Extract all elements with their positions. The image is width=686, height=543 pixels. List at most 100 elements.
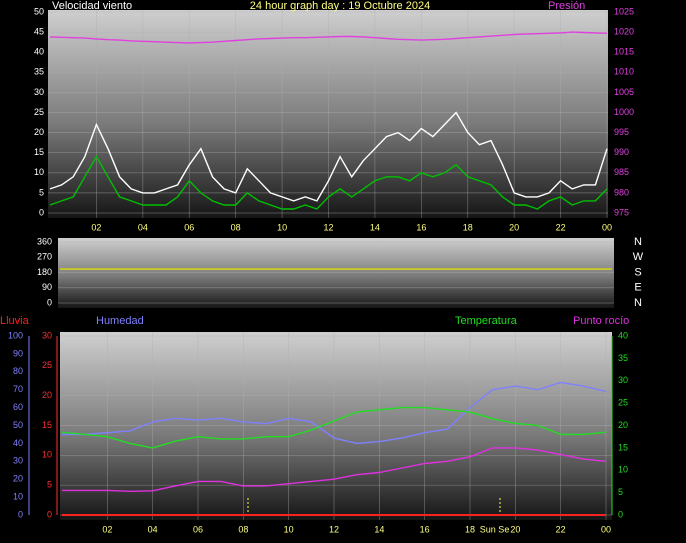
- y2-tick-label: E: [634, 282, 641, 294]
- x-tick-label: 14: [370, 222, 380, 232]
- y-tick-label: 30: [34, 87, 44, 97]
- chart-title: 24 hour graph day : 19 Octubre 2024: [250, 0, 430, 12]
- x-tick-label: 10: [277, 222, 287, 232]
- series-line: [62, 447, 607, 493]
- x-tick-label: 02: [91, 222, 101, 232]
- x-tick-label: 22: [556, 524, 566, 534]
- series-label: Punto rocío: [573, 315, 629, 327]
- y2-tick-label: 35: [618, 353, 628, 363]
- y2-tick-label: 1020: [614, 26, 634, 36]
- y2-tick-label: 5: [618, 487, 623, 497]
- y2-tick-label: N: [634, 236, 642, 248]
- y-tick-label: 90: [42, 282, 52, 292]
- x-tick-label: 06: [193, 524, 203, 534]
- x-tick-label: 04: [138, 222, 148, 232]
- series-label: Lluvia: [0, 315, 30, 327]
- y2-tick-label: 1015: [614, 47, 634, 57]
- plot-background: [48, 10, 608, 218]
- x-tick-label: 20: [510, 524, 520, 534]
- y-tick-label: 35: [34, 67, 44, 77]
- x-tick-label: 02: [102, 524, 112, 534]
- y-tick-label: 15: [42, 420, 52, 430]
- y2-tick-label: 20: [618, 420, 628, 430]
- y-axis-label: Velocidad viento: [52, 0, 132, 12]
- y-tick-label: 45: [34, 26, 44, 36]
- plot-background: [60, 332, 612, 520]
- y-tick-label: 0: [47, 297, 52, 307]
- y3-tick-label: 60: [13, 402, 23, 412]
- series-label: Temperatura: [455, 315, 518, 327]
- x-tick-label: 18: [463, 222, 473, 232]
- y3-tick-label: 80: [13, 366, 23, 376]
- x-tick-label: 04: [148, 524, 158, 534]
- series-line: [61, 406, 607, 449]
- y2-tick-label: 40: [618, 330, 628, 340]
- x-tick-label: 18: [465, 524, 475, 534]
- y-tick-label: 10: [34, 167, 44, 177]
- y2-tick-label: N: [634, 297, 642, 309]
- series-label: Humedad: [96, 315, 144, 327]
- annotation: Sun Se: [480, 524, 510, 534]
- y2-tick-label: 30: [618, 375, 628, 385]
- y-tick-label: 40: [34, 47, 44, 57]
- y-tick-label: 270: [37, 252, 52, 262]
- y3-tick-label: 70: [13, 384, 23, 394]
- y3-tick-label: 40: [13, 438, 23, 448]
- y-tick-label: 50: [34, 6, 44, 16]
- y3-tick-label: 20: [13, 474, 23, 484]
- y2-tick-label: 15: [618, 442, 628, 452]
- y2-tick-label: 985: [614, 167, 629, 177]
- x-tick-label: 00: [601, 524, 611, 534]
- series-line: [49, 155, 608, 210]
- series-line: [49, 31, 608, 44]
- y2-tick-label: 1025: [614, 6, 634, 16]
- y-tick-label: 5: [47, 480, 52, 490]
- y-tick-label: 30: [42, 330, 52, 340]
- y3-tick-label: 90: [13, 348, 23, 358]
- y3-tick-label: 50: [13, 420, 23, 430]
- y2-tick-label: 0: [618, 509, 623, 519]
- y2-tick-label: 1005: [614, 87, 634, 97]
- y2-tick-label: 990: [614, 147, 629, 157]
- x-tick-label: 20: [509, 222, 519, 232]
- y-tick-label: 5: [39, 187, 44, 197]
- y-tick-label: 180: [37, 267, 52, 277]
- y3-tick-label: 0: [18, 509, 23, 519]
- y3-tick-label: 30: [13, 456, 23, 466]
- x-tick-label: 12: [329, 524, 339, 534]
- y-tick-label: 25: [34, 107, 44, 117]
- y3-tick-label: 10: [13, 491, 23, 501]
- x-tick-label: 08: [231, 222, 241, 232]
- y2-tick-label: 1010: [614, 67, 634, 77]
- x-tick-label: 06: [184, 222, 194, 232]
- y2-tick-label: W: [633, 251, 644, 263]
- y2-tick-label: 975: [614, 207, 629, 217]
- x-tick-label: 10: [284, 524, 294, 534]
- x-tick-label: 12: [323, 222, 333, 232]
- y-tick-label: 25: [42, 360, 52, 370]
- x-tick-label: 14: [374, 524, 384, 534]
- y3-tick-label: 100: [8, 330, 23, 340]
- x-tick-label: 08: [238, 524, 248, 534]
- series-label: Presión: [548, 0, 585, 12]
- series-line: [62, 381, 607, 445]
- y-tick-label: 360: [37, 236, 52, 246]
- x-tick-label: 16: [420, 524, 430, 534]
- plot-background: [58, 238, 614, 308]
- x-tick-label: 00: [602, 222, 612, 232]
- y-tick-label: 0: [39, 207, 44, 217]
- y-tick-label: 20: [34, 127, 44, 137]
- y-tick-label: 15: [34, 147, 44, 157]
- y-tick-label: 0: [47, 509, 52, 519]
- y2-tick-label: S: [634, 266, 641, 278]
- x-tick-label: 16: [416, 222, 426, 232]
- y-tick-label: 10: [42, 450, 52, 460]
- y2-tick-label: 1000: [614, 107, 634, 117]
- y2-tick-label: 980: [614, 187, 629, 197]
- y-tick-label: 20: [42, 390, 52, 400]
- y2-tick-label: 25: [618, 398, 628, 408]
- y2-tick-label: 10: [618, 465, 628, 475]
- x-tick-label: 22: [556, 222, 566, 232]
- series-line: [49, 111, 608, 202]
